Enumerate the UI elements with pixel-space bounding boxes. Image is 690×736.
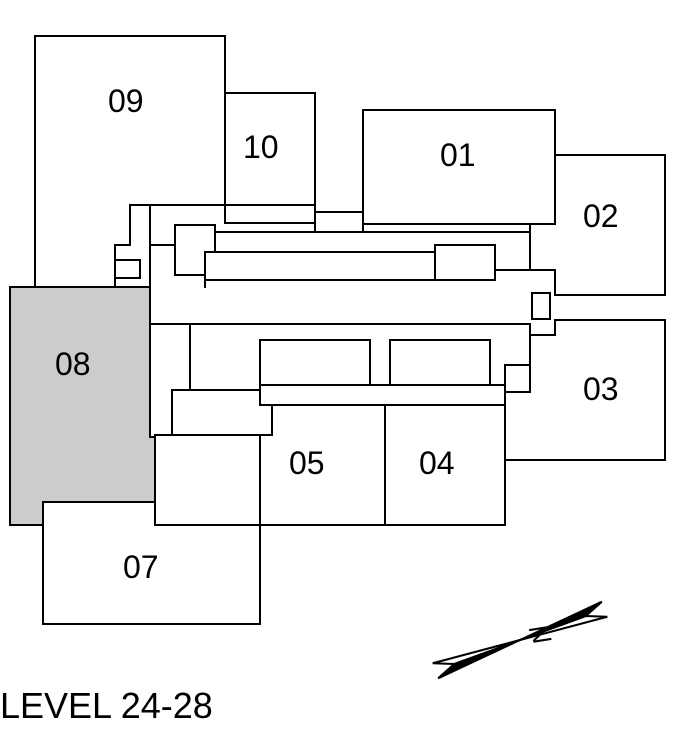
unit-04-label: 04 bbox=[419, 445, 455, 481]
unit-08-label: 08 bbox=[55, 346, 91, 382]
unit-01-label: 01 bbox=[440, 137, 476, 173]
unit-05-label: 05 bbox=[289, 445, 325, 481]
unit-07-label: 07 bbox=[123, 549, 159, 585]
compass-north: N bbox=[433, 602, 609, 681]
unit-04: 04 bbox=[385, 405, 505, 525]
floor-plan-svg: 08 09 10 01 02 03 04 05 07 bbox=[0, 0, 690, 736]
floor-title: LEVEL 24-28 bbox=[0, 685, 213, 726]
unit-02-label: 02 bbox=[583, 198, 619, 234]
unit-10-label: 10 bbox=[243, 129, 279, 165]
unit-01: 01 bbox=[363, 110, 555, 224]
unit-08: 08 bbox=[10, 287, 172, 525]
unit-03-label: 03 bbox=[583, 371, 619, 407]
unit-05: 05 bbox=[260, 405, 385, 525]
compass-label: N bbox=[523, 620, 558, 648]
unit-09-label: 09 bbox=[108, 83, 144, 119]
unit-10: 10 bbox=[225, 93, 315, 212]
